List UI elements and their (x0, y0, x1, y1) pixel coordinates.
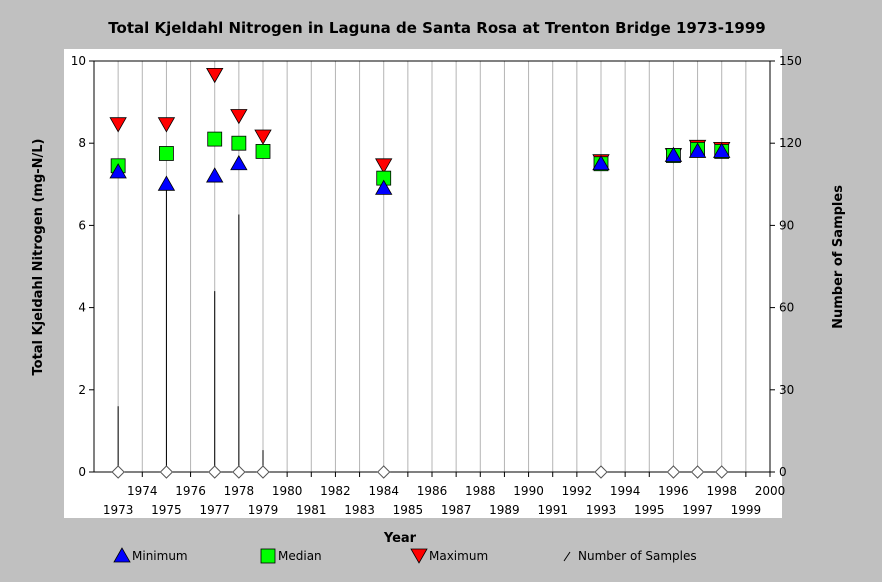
y2-axis-label: Number of Samples (831, 185, 846, 329)
minimum-point (230, 154, 248, 171)
x-tick-label: 1993 (586, 503, 617, 517)
legend-label: Number of Samples (578, 549, 697, 563)
x-tick-label: 1992 (562, 484, 593, 498)
maximum-point (254, 129, 272, 145)
minimum-point (713, 142, 731, 158)
x-tick-label: 1997 (682, 503, 713, 517)
minimum-point (688, 142, 707, 158)
median-point (255, 144, 271, 159)
legend-swatch-maximum (410, 548, 428, 564)
x-tick-label: 1976 (175, 484, 206, 498)
x-tick-label: 1986 (417, 484, 448, 498)
median-point (207, 131, 223, 147)
y-tick-label: 2 (78, 383, 86, 397)
gridlines (117, 61, 747, 472)
y2-tick-label: 30 (779, 383, 794, 397)
y-tick-label: 0 (78, 465, 86, 479)
legend-label: Median (278, 549, 322, 563)
x-tick-label: 1982 (320, 484, 351, 498)
x-tick-label: 1978 (224, 484, 255, 498)
y-axis-label: Total Kjeldahl Nitrogen (mg-N/L) (31, 139, 46, 376)
minimum-point (206, 167, 224, 183)
x-tick-label: 1996 (658, 484, 689, 498)
y2-tick-label: 120 (779, 136, 802, 150)
x-tick-label: 1999 (731, 503, 762, 517)
sample-count-point (715, 465, 729, 479)
y-tick-label: 10 (71, 54, 86, 68)
sample-count-point (159, 465, 174, 479)
x-tick-label: 1983 (344, 503, 375, 517)
legend: Minimum Median Maximum Number of Samples (113, 547, 697, 564)
x-tick-label: 1973 (103, 503, 134, 517)
x-tick-label: 1987 (441, 503, 472, 517)
minimum-point (664, 146, 683, 162)
x-tick-label: 1998 (706, 484, 737, 498)
plot-area (64, 49, 782, 518)
sample-count-point (690, 465, 705, 479)
x-axis-ticks: 1974 1976 1978 1980 1982 1984 1986 1988 1990 1992… (103, 472, 785, 517)
y2-tick-label: 60 (779, 301, 794, 315)
x-tick-label: 1991 (537, 503, 568, 517)
x-tick-label: 2000 (755, 484, 786, 498)
maximum-point (157, 117, 176, 133)
y2-axis-ticks: 0 30 60 90 120 150 (770, 54, 802, 479)
minimum-point (109, 163, 127, 179)
legend-swatch-minimum (113, 547, 131, 563)
x-tick-label: 1994 (610, 484, 641, 498)
maximum-point (375, 158, 393, 174)
legend-label: Maximum (429, 549, 488, 563)
x-tick-label: 1995 (634, 503, 665, 517)
sample-count-point (208, 465, 222, 479)
maximum-point (109, 117, 127, 133)
x-tick-label: 1975 (151, 503, 182, 517)
x-axis-label: Year (383, 531, 417, 546)
y2-tick-label: 90 (779, 218, 794, 232)
y2-tick-label: 0 (779, 465, 787, 479)
x-tick-label: 1974 (127, 484, 158, 498)
x-tick-label: 1985 (393, 503, 424, 517)
x-tick-label: 1989 (489, 503, 520, 517)
y-axis-ticks: 0 2 4 6 8 10 (71, 54, 94, 479)
minimum-point (592, 154, 610, 171)
x-tick-label: 1984 (368, 484, 399, 498)
y-tick-label: 6 (78, 218, 86, 232)
median-point (231, 135, 247, 151)
y-tick-label: 8 (78, 136, 86, 150)
x-tick-label: 1981 (296, 503, 327, 517)
x-tick-label: 1977 (199, 503, 230, 517)
maximum-point (206, 67, 224, 84)
sample-count-point (377, 465, 391, 479)
maximum-point (230, 109, 248, 125)
minimum-point (157, 175, 176, 191)
median-point (159, 146, 174, 161)
legend-swatch-samples (563, 551, 571, 562)
x-tick-label: 1980 (272, 484, 303, 498)
chart-title: Total Kjeldahl Nitrogen in Laguna de San… (108, 19, 765, 37)
sample-count-point (232, 465, 246, 479)
y2-tick-label: 150 (779, 54, 802, 68)
minimum-point (375, 179, 393, 195)
y-tick-label: 4 (78, 301, 86, 315)
x-tick-label: 1988 (465, 484, 496, 498)
legend-label: Minimum (132, 549, 188, 563)
sample-count-point (666, 465, 681, 479)
sample-count-point (111, 465, 125, 479)
x-tick-label: 1979 (248, 503, 279, 517)
data-marks (109, 67, 731, 479)
x-tick-label: 1990 (513, 484, 544, 498)
sample-count-point (256, 465, 270, 479)
legend-swatch-median (260, 548, 276, 564)
sample-count-point (594, 465, 608, 479)
